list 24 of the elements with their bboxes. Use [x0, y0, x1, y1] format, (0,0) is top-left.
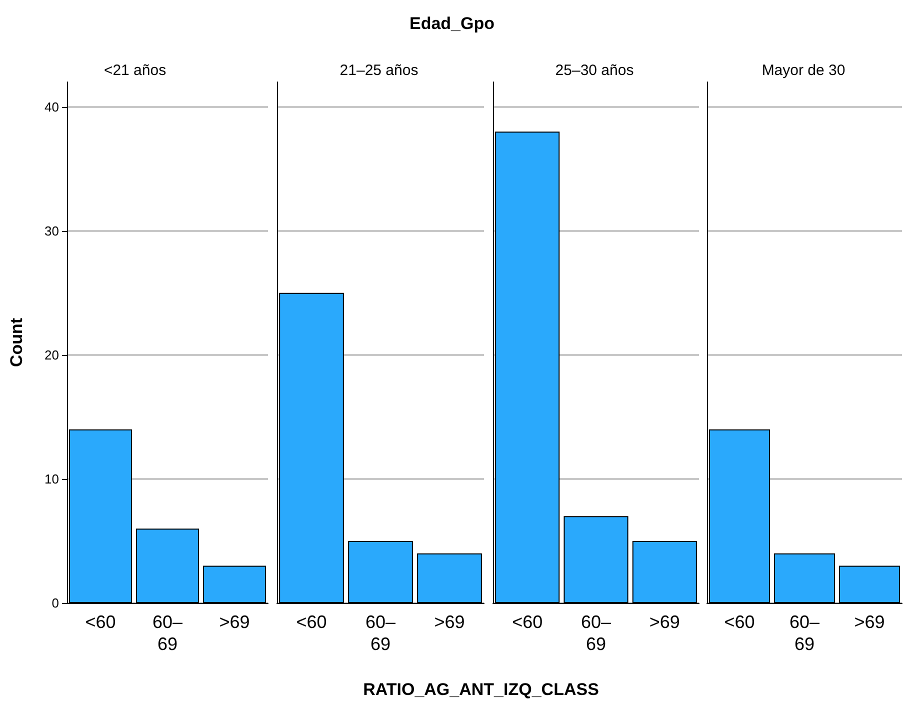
- x-tick-label: >69: [434, 612, 465, 632]
- chart-title: 21–25 años: [340, 62, 418, 79]
- y-tick-label: 10: [44, 471, 59, 486]
- chart-title: <21 años: [104, 62, 166, 79]
- y-tick-label: 0: [52, 596, 59, 610]
- x-tick-label: >69: [854, 612, 885, 632]
- y-tick-label: 30: [44, 223, 59, 238]
- y-tick-label: 40: [44, 99, 59, 114]
- x-tick-label: <60: [85, 612, 116, 632]
- x-tick-label: >69: [219, 612, 250, 632]
- x-tick-label: >69: [649, 612, 680, 632]
- x-tick-label: <60: [296, 612, 327, 632]
- x-tick-label: <60: [512, 612, 543, 632]
- x-tick-label: 60–69: [365, 612, 396, 654]
- chart-title: 25–30 años: [555, 62, 634, 79]
- chart-title: Mayor de 30: [762, 62, 846, 79]
- x-tick-label: 60–69: [789, 612, 820, 654]
- y-axis-title: Count: [7, 318, 26, 368]
- x-axis-title: RATIO_AG_ANT_IZQ_CLASS: [362, 680, 600, 700]
- text: Edad_Gpo: [408, 14, 496, 34]
- y-tick-label: 20: [44, 347, 59, 362]
- x-tick-label: <60: [724, 612, 755, 632]
- x-tick-label: 60–69: [580, 612, 612, 654]
- x-tick-label: 60–69: [152, 612, 183, 654]
